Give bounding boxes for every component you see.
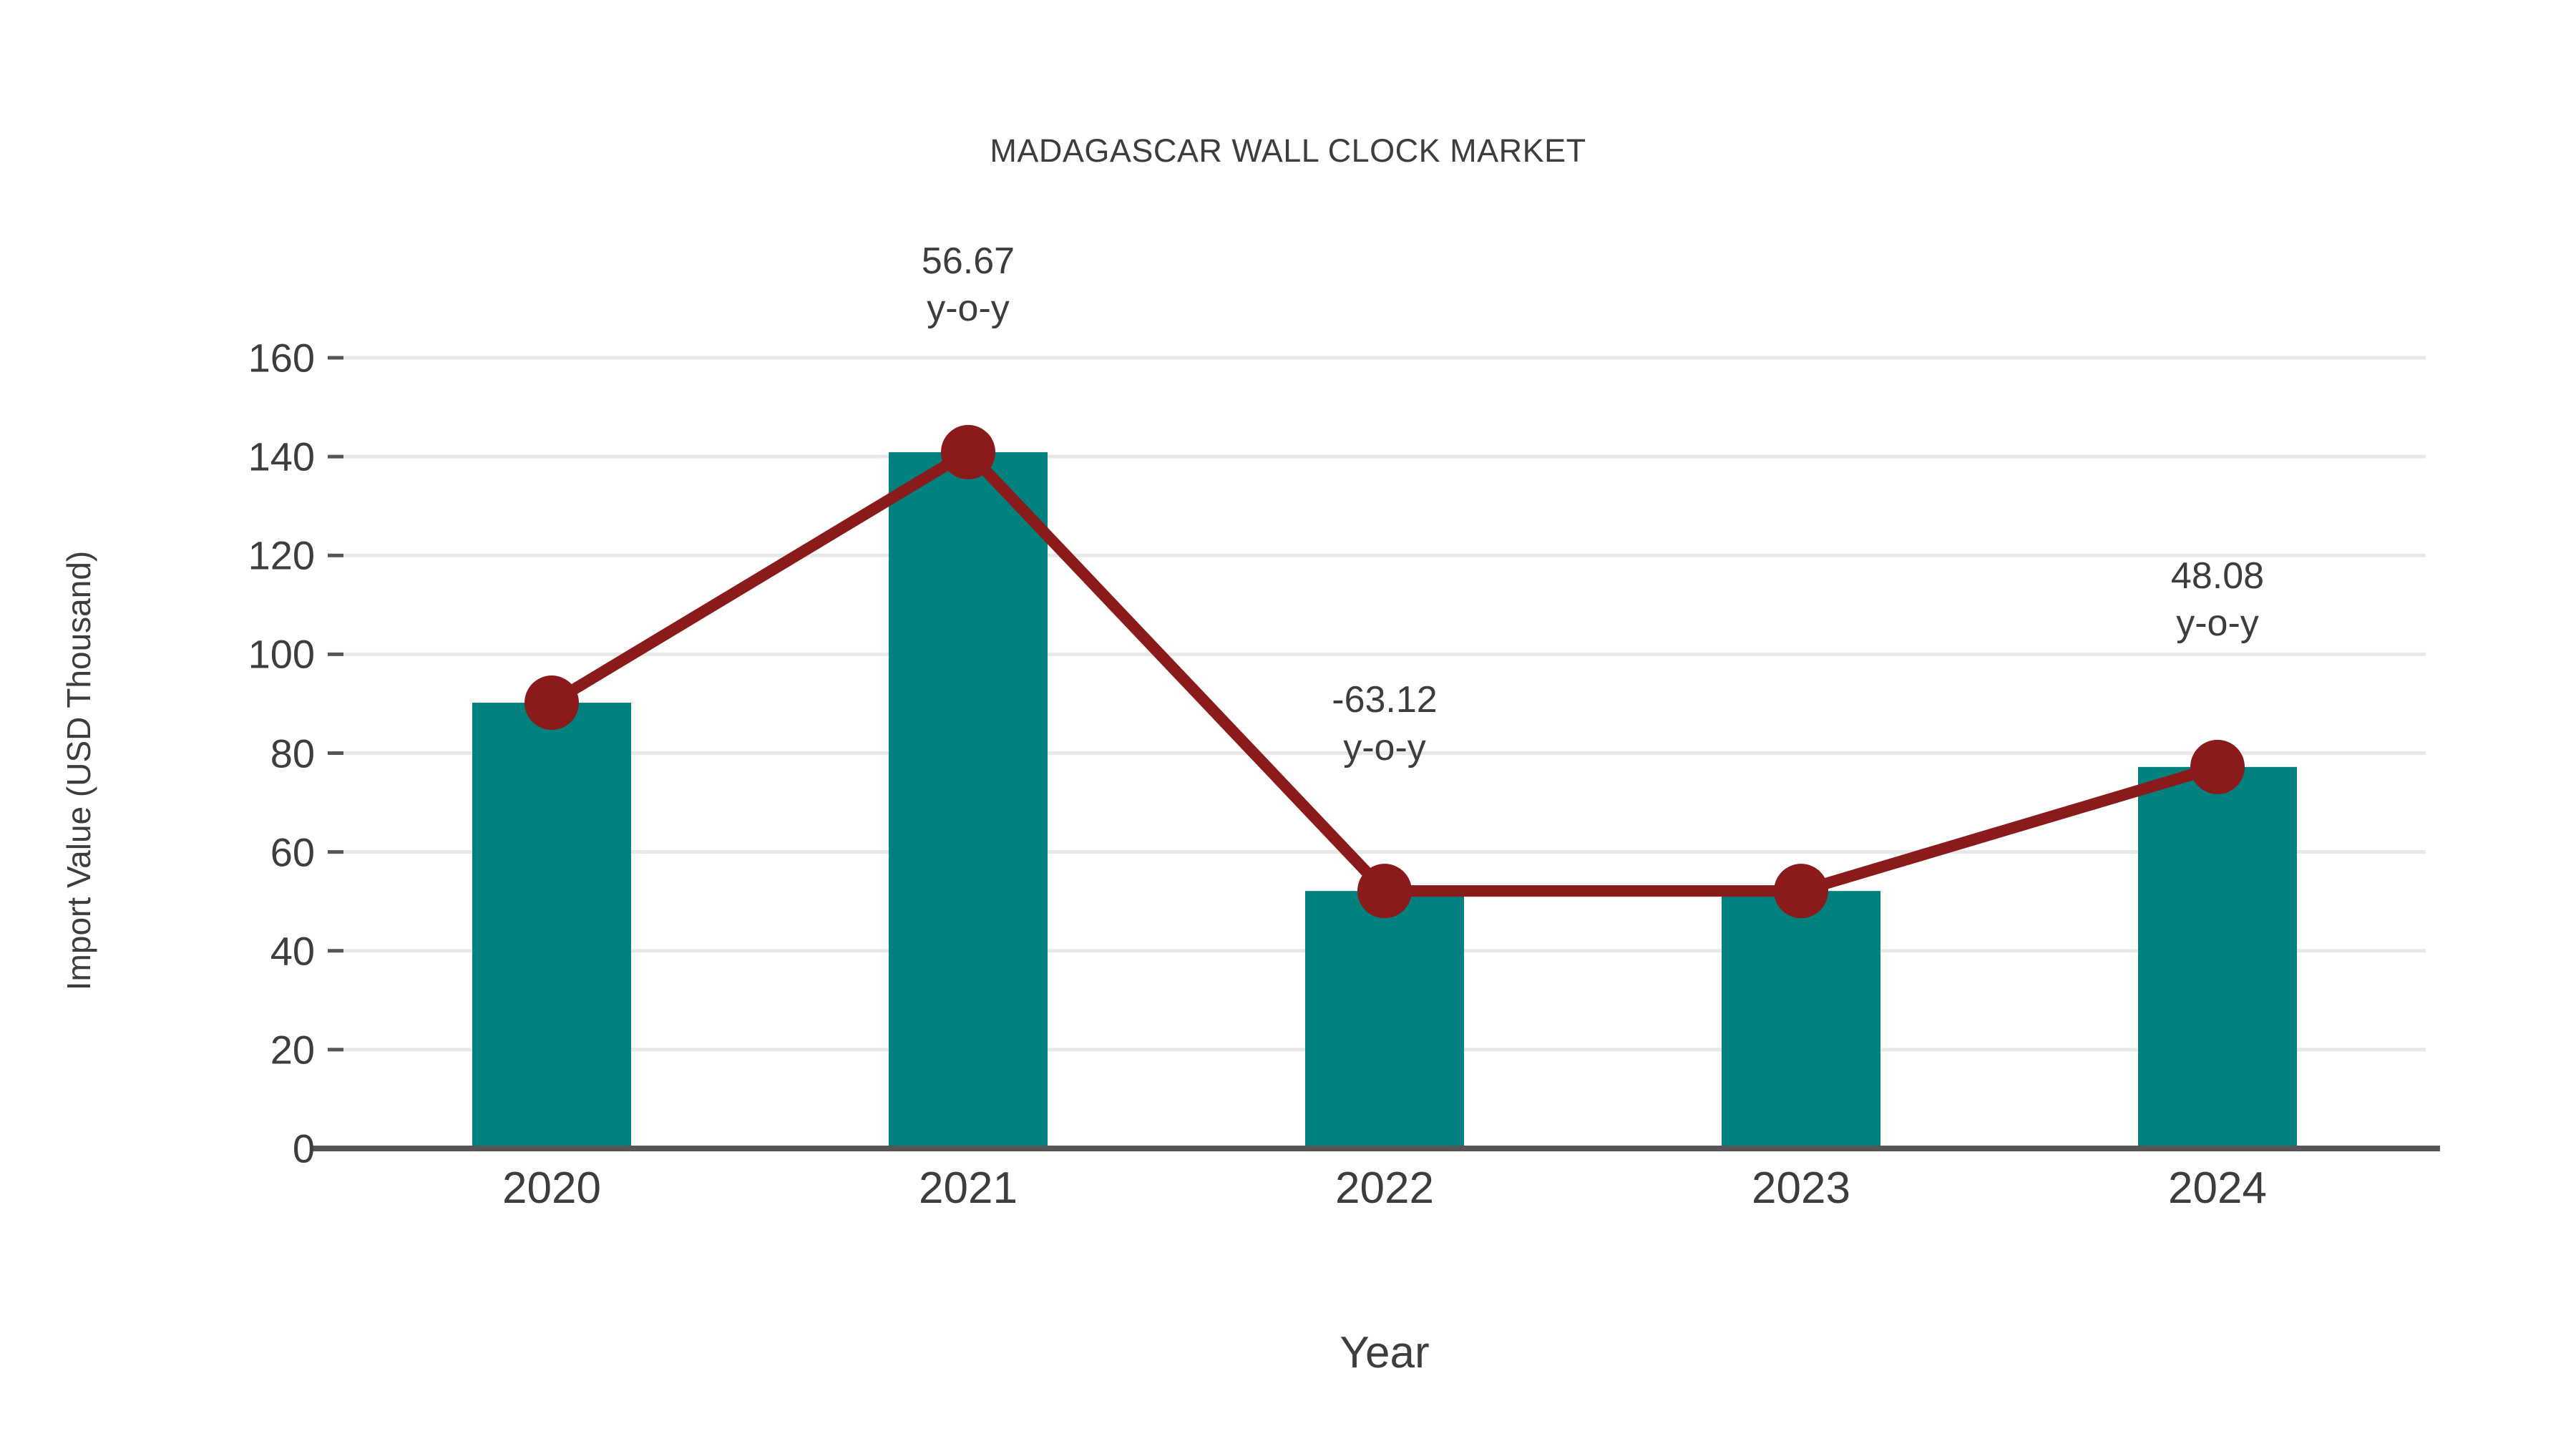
yoy-annotation: 48.08 y-o-y [2039,552,2396,648]
trend-marker [2190,739,2245,794]
x-axis-tick-label: 2024 [2168,1163,2267,1213]
bar-series [472,452,2297,1148]
trend-marker [1774,864,1828,919]
x-axis-tick-label: 2023 [1752,1163,1850,1213]
y-axis-tick-label: 120 [248,532,315,578]
y-axis-tick-label: 160 [248,335,315,381]
trend-line [546,446,2223,897]
x-axis-tick-label: 2022 [1335,1163,1434,1213]
trend-markers [525,424,2245,919]
y-axis-ticks [328,356,343,1151]
chart-title: MADAGASCAR WALL CLOCK MARKET [990,132,1586,169]
y-axis-tick-label: 60 [270,829,315,875]
y-axis-tick-label: 40 [270,928,315,974]
trend-marker [941,424,995,479]
trend-marker [525,675,579,731]
trend-marker [1357,864,1412,919]
y-axis-tick-label: 80 [270,731,315,776]
y-axis-tick-label: 0 [292,1126,315,1171]
x-axis-title: Year [1340,1328,1430,1377]
bar [1722,891,1880,1148]
yoy-annotation-suffix: y-o-y [1343,726,1426,769]
yoy-annotation: 56.67 y-o-y [789,238,1147,333]
bar [2138,766,2297,1148]
y-axis-tick-label: 100 [248,631,315,677]
bar [472,703,631,1148]
x-axis-tick-label: 2021 [919,1163,1018,1213]
yoy-annotation-value: 48.08 [2170,555,2265,597]
yoy-annotation-value: 56.67 [921,240,1015,282]
y-axis-tick-label: 20 [270,1027,315,1073]
yoy-annotation-suffix: y-o-y [927,288,1010,330]
yoy-annotation-suffix: y-o-y [2176,602,2259,645]
yoy-annotation-value: -63.12 [1332,679,1438,721]
x-axis-tick-label: 2020 [502,1163,601,1213]
bar [1305,891,1464,1148]
yoy-annotation: -63.12 y-o-y [1206,676,1563,771]
bar [889,452,1048,1148]
y-axis-tick-label: 140 [248,434,315,479]
